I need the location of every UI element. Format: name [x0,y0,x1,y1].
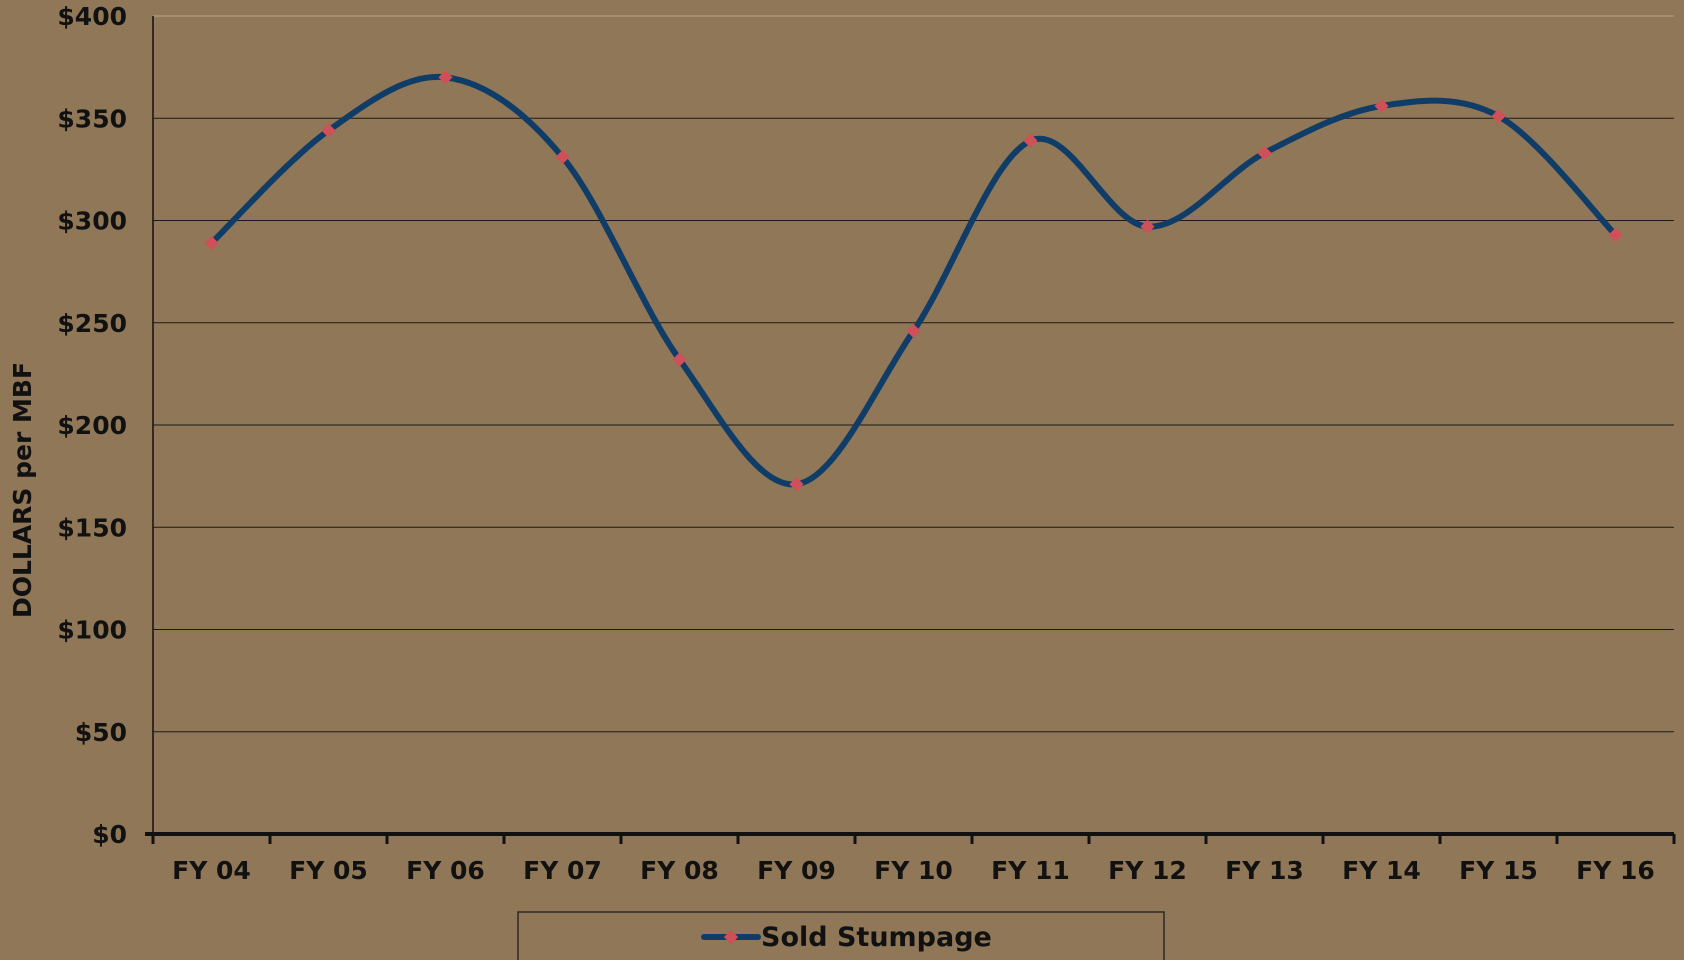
gridlines [153,15,1674,733]
data-point-marker [204,235,219,251]
y-tick-labels: $0 $50 $100 $150 $200 $250 $300 $350 $400 [57,2,127,849]
y-tick-label: $150 [57,513,127,542]
legend-box [517,911,1165,960]
data-point-marker [1491,109,1506,124]
x-tick-label: FY 14 [1342,856,1421,885]
y-tick-label: $400 [57,2,127,31]
x-tick-label: FY 10 [874,856,953,885]
x-tick-label: FY 06 [406,856,485,885]
series-layer [208,73,1619,488]
data-point-marker [1023,133,1038,148]
y-tick-label: $0 [92,820,127,849]
x-tick-label: FY 12 [1108,856,1187,885]
data-point-marker [1140,219,1155,234]
x-tick-label: FY 05 [289,856,368,885]
x-tick-label: FY 16 [1576,856,1655,885]
data-markers [204,70,1623,492]
x-tick-label: FY 15 [1459,856,1538,885]
y-tick-label: $250 [57,309,127,338]
x-tick-label: FY 08 [640,856,719,885]
x-tick-label: FY 07 [523,856,602,885]
data-point-marker [555,150,570,165]
y-tick-label: $350 [57,104,127,133]
data-point-marker [438,70,453,85]
data-point-marker [1374,98,1389,114]
data-point-marker [1608,227,1623,242]
x-tick-label: FY 04 [172,856,251,885]
y-axis-title: DOLLARS per MBF [8,362,37,618]
legend: Sold Stumpage [517,911,1165,960]
y-tick-label: $300 [57,207,127,236]
x-tick-label: FY 09 [757,856,836,885]
legend-label-sold-stumpage: Sold Stumpage [761,922,992,953]
data-point-marker [906,323,921,339]
data-point-marker [789,477,804,492]
y-tick-label: $100 [57,616,127,645]
series-line-sold-stumpage [208,73,1619,488]
legend-marker-sold-stumpage [723,929,739,945]
data-point-marker [1257,145,1272,161]
x-tick-label: FY 13 [1225,856,1304,885]
y-tick-label: $50 [75,718,127,747]
x-tick-labels: FY 04 FY 05 FY 06 FY 07 FY 08 FY 09 FY 10 FY 11… [172,856,1655,885]
data-point-marker [672,352,687,367]
y-tick-label: $200 [57,411,127,440]
x-tick-label: FY 11 [991,856,1070,885]
axes [145,16,1676,844]
